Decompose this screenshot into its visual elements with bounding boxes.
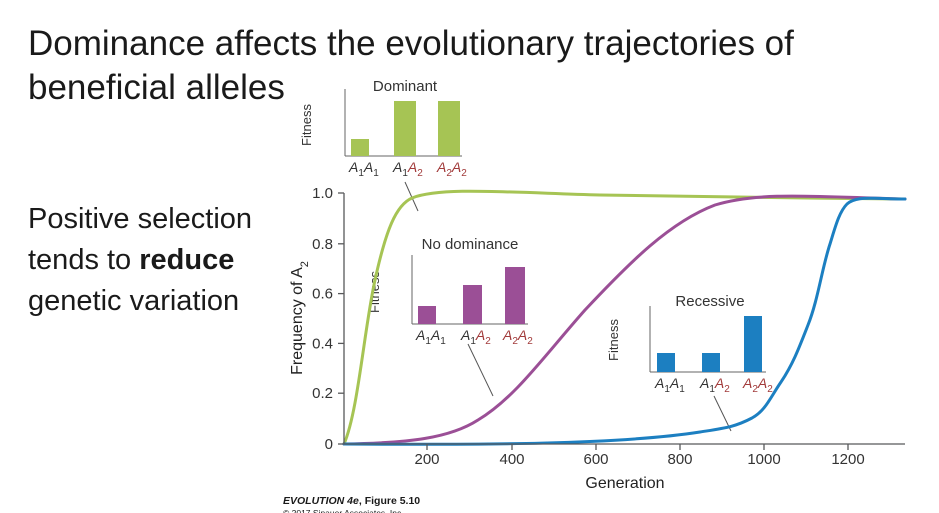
svg-text:0.8: 0.8 [312, 236, 333, 253]
svg-text:No dominance: No dominance [422, 236, 519, 253]
svg-text:1200: 1200 [831, 451, 864, 468]
svg-text:A2A2: A2A2 [502, 327, 533, 347]
svg-text:200: 200 [414, 451, 439, 468]
svg-text:1.0: 1.0 [312, 185, 333, 202]
svg-text:800: 800 [667, 451, 692, 468]
svg-text:Fitness: Fitness [606, 319, 621, 361]
svg-text:0.4: 0.4 [312, 335, 333, 352]
svg-text:0: 0 [325, 436, 333, 453]
svg-text:A1A1: A1A1 [348, 159, 379, 179]
svg-text:Recessive: Recessive [675, 293, 744, 310]
svg-text:Generation: Generation [585, 475, 664, 492]
svg-text:Frequency of A2: Frequency of A2 [289, 261, 311, 375]
svg-text:0.2: 0.2 [312, 385, 333, 402]
svg-text:A1A2: A1A2 [460, 327, 491, 347]
svg-text:A1A2: A1A2 [699, 375, 730, 395]
svg-text:0.6: 0.6 [312, 286, 333, 303]
svg-text:600: 600 [583, 451, 608, 468]
svg-text:Fitness: Fitness [299, 104, 314, 146]
svg-text:A1A1: A1A1 [654, 375, 685, 395]
svg-text:A2A2: A2A2 [742, 375, 773, 395]
svg-text:A1A2: A1A2 [392, 159, 423, 179]
svg-text:A1A1: A1A1 [415, 327, 446, 347]
svg-text:400: 400 [499, 451, 524, 468]
svg-text:1000: 1000 [747, 451, 780, 468]
svg-text:A2A2: A2A2 [436, 159, 467, 179]
svg-text:Dominant: Dominant [373, 78, 438, 95]
